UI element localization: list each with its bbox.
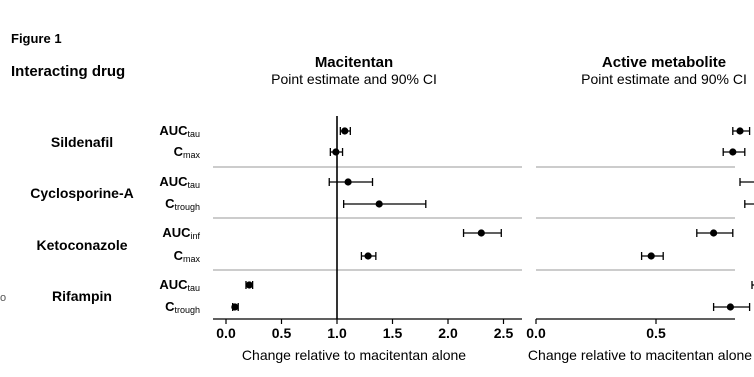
macitentan-x-axis-label: Change relative to macitentan alone xyxy=(242,347,466,363)
macitentan-point-estimate xyxy=(344,178,352,186)
row-header: Interacting drug xyxy=(11,63,125,80)
side-marker: o xyxy=(0,292,6,304)
drug-label-sildenafil: Sildenafil xyxy=(51,134,113,150)
drug-label-rifampin: Rifampin xyxy=(52,288,112,304)
metabolite-point-estimate xyxy=(726,303,735,311)
metabolite-point-estimate xyxy=(729,148,737,156)
metabolite-panel-subtitle: Point estimate and 90% CI xyxy=(581,71,747,87)
macitentan-x-tick-label: 2.5 xyxy=(494,325,514,341)
macitentan-x-tick-label: 1.5 xyxy=(383,325,403,341)
metabolite-point-estimate xyxy=(710,229,718,237)
param-label-c-trough: Ctrough xyxy=(165,299,200,315)
param-label-c-trough: Ctrough xyxy=(165,196,200,212)
param-label-auc-tau: AUCtau xyxy=(159,174,200,190)
drug-label-ketoconazole: Ketoconazole xyxy=(36,237,127,253)
macitentan-point-estimate xyxy=(231,303,239,311)
figure-label: Figure 1 xyxy=(11,31,62,46)
param-label-auc-tau: AUCtau xyxy=(159,277,200,293)
macitentan-point-estimate xyxy=(477,229,485,237)
param-label-auc-inf: AUCinf xyxy=(162,225,200,241)
macitentan-x-tick-label: 0.0 xyxy=(216,325,236,341)
macitentan-x-tick-label: 2.0 xyxy=(438,325,458,341)
metabolite-x-tick-label: 0.0 xyxy=(526,325,546,341)
metabolite-x-axis-label: Change relative to macitentan alone xyxy=(528,347,752,363)
metabolite-panel-title: Active metabolite xyxy=(602,54,726,71)
macitentan-point-estimate xyxy=(375,200,383,208)
metabolite-panel: 0.00.51.01.5 xyxy=(526,127,754,341)
macitentan-point-estimate xyxy=(341,127,349,135)
drug-label-cyclosporine-a: Cyclosporine-A xyxy=(30,185,133,201)
macitentan-point-estimate xyxy=(245,281,253,289)
param-label-c-max: Cmax xyxy=(174,144,201,160)
metabolite-point-estimate xyxy=(647,252,655,260)
macitentan-point-estimate xyxy=(332,148,340,156)
metabolite-x-tick-label: 0.5 xyxy=(646,325,666,341)
row-labels: Sildenafil Cyclosporine-A Ketoconazole Rifa… xyxy=(30,123,200,315)
macitentan-panel-title: Macitentan xyxy=(315,54,393,71)
macitentan-panel: 0.0 0.5 1.0 1.5 2.0 2.5 xyxy=(213,116,522,341)
metabolite-point-estimate xyxy=(736,127,744,135)
macitentan-x-tick-label: 1.0 xyxy=(327,325,347,341)
macitentan-point-estimate xyxy=(364,252,372,260)
group-separators xyxy=(213,166,735,271)
macitentan-panel-subtitle: Point estimate and 90% CI xyxy=(271,71,437,87)
macitentan-x-tick-label: 0.5 xyxy=(272,325,292,341)
param-label-c-max: Cmax xyxy=(174,248,201,264)
param-label-auc-tau: AUCtau xyxy=(159,123,200,139)
